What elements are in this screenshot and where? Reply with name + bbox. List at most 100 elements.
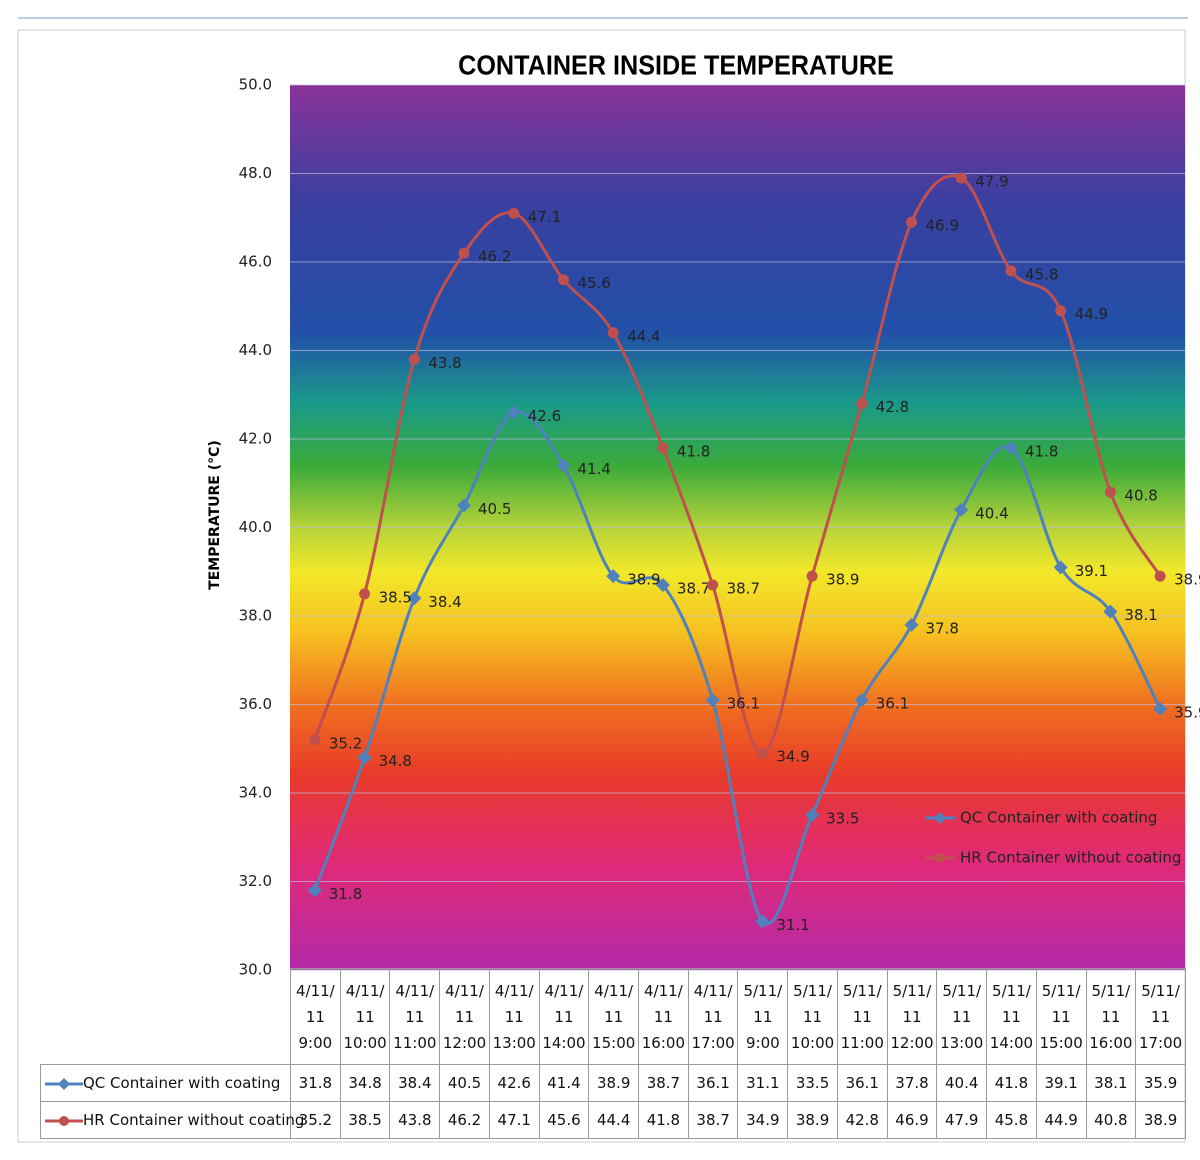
table-value: 36.1 <box>687 1064 739 1102</box>
data-label: 47.1 <box>528 208 561 226</box>
point <box>1104 486 1116 498</box>
category-label: 4/11/ 11 14:00 <box>538 968 590 1065</box>
category-label: 4/11/ 11 13:00 <box>488 968 540 1065</box>
data-label: 34.8 <box>379 752 412 770</box>
point <box>1003 440 1018 455</box>
data-label: 38.9 <box>1174 571 1200 589</box>
data-label: 41.8 <box>1025 442 1058 460</box>
point <box>805 808 820 823</box>
data-label: 40.8 <box>1124 487 1157 505</box>
point <box>458 247 470 259</box>
point <box>1154 570 1166 582</box>
data-label: 38.1 <box>1124 606 1157 624</box>
point <box>508 207 520 219</box>
data-label: 37.8 <box>926 619 959 637</box>
table-value: 35.2 <box>290 1101 341 1139</box>
point <box>1053 560 1068 575</box>
data-label: 47.9 <box>975 172 1008 190</box>
table-legend-key <box>45 1077 83 1090</box>
table-value: 40.5 <box>439 1064 490 1102</box>
category-label: 4/11/ 11 16:00 <box>638 968 689 1065</box>
table-value: 42.6 <box>488 1064 540 1102</box>
data-label: 38.7 <box>677 580 710 598</box>
table-value: 43.8 <box>389 1101 441 1139</box>
data-label: 44.9 <box>1075 305 1108 323</box>
data-label: 35.2 <box>329 734 362 752</box>
data-label: 36.1 <box>727 695 760 713</box>
category-label: 5/11/ 11 12:00 <box>886 968 938 1065</box>
point <box>1055 305 1067 317</box>
table-row: 4/11/ 11 9:00 4/11/ 11 10:00 4/11/ 11 11:0… <box>40 968 1186 1065</box>
table-value: 34.9 <box>737 1101 789 1139</box>
point <box>856 398 868 410</box>
y-tick-label: 50.0 <box>239 76 272 94</box>
table-value: 31.1 <box>737 1064 789 1102</box>
data-label: 31.1 <box>776 916 809 934</box>
table-series-name: HR Container without coating <box>83 1111 305 1129</box>
data-label: 41.8 <box>677 442 710 460</box>
category-label: 5/11/ 11 17:00 <box>1135 968 1186 1065</box>
category-label: 5/11/ 11 9:00 <box>737 968 789 1065</box>
point <box>307 883 322 898</box>
table-value: 38.5 <box>339 1101 391 1139</box>
point <box>606 569 621 584</box>
point <box>906 216 918 228</box>
point <box>955 172 967 184</box>
point <box>655 578 670 593</box>
point <box>1153 701 1168 716</box>
category-label: 4/11/ 11 10:00 <box>339 968 391 1065</box>
data-label: 40.4 <box>975 504 1008 522</box>
table-value: 41.8 <box>986 1064 1037 1102</box>
category-label: 5/11/ 11 14:00 <box>986 968 1037 1065</box>
data-label: 38.7 <box>727 580 760 598</box>
legend: QC Container with coating HR Container wi… <box>925 809 1181 867</box>
y-tick-label: 46.0 <box>239 253 272 271</box>
category-label: 4/11/ 11 15:00 <box>588 968 640 1065</box>
data-label: 35.9 <box>1174 703 1200 721</box>
table-value: 40.4 <box>936 1064 988 1102</box>
y-tick-label: 34.0 <box>239 784 272 802</box>
category-label: 5/11/ 11 13:00 <box>936 968 988 1065</box>
legend-label: HR Container without coating <box>960 849 1181 867</box>
table-series-cell: QC Container with coating <box>40 1064 291 1102</box>
chart-title: CONTAINER INSIDE TEMPERATURE <box>458 49 894 81</box>
point <box>756 747 768 759</box>
data-label: 40.5 <box>478 500 511 518</box>
point <box>806 570 818 582</box>
table-legend-key <box>45 1115 83 1126</box>
y-tick-label: 40.0 <box>239 518 272 536</box>
legend-label: QC Container with coating <box>960 809 1157 827</box>
point <box>904 617 919 632</box>
point <box>557 274 569 286</box>
table-value: 37.8 <box>886 1064 938 1102</box>
table-value: 45.6 <box>538 1101 590 1139</box>
point <box>954 502 969 517</box>
data-label: 45.8 <box>1025 265 1058 283</box>
point <box>407 591 422 606</box>
table-value: 38.9 <box>1135 1101 1186 1139</box>
y-tick-label: 32.0 <box>239 872 272 890</box>
table-value: 38.1 <box>1085 1064 1137 1102</box>
data-label: 34.9 <box>776 748 809 766</box>
table-value: 36.1 <box>836 1064 888 1102</box>
table-series-name: QC Container with coating <box>83 1074 281 1092</box>
data-label: 39.1 <box>1075 562 1108 580</box>
category-label: 5/11/ 11 16:00 <box>1085 968 1137 1065</box>
table-value: 33.5 <box>787 1064 838 1102</box>
table-value: 47.1 <box>488 1101 540 1139</box>
point <box>1005 265 1017 277</box>
table-value: 35.9 <box>1135 1064 1186 1102</box>
table-value: 38.7 <box>638 1064 689 1102</box>
point <box>359 588 371 600</box>
y-tick-label: 44.0 <box>239 341 272 359</box>
point <box>755 914 770 929</box>
table-value: 38.9 <box>588 1064 640 1102</box>
table-cell <box>40 968 291 1065</box>
point <box>357 750 372 765</box>
table-value: 34.8 <box>339 1064 391 1102</box>
data-label: 44.4 <box>627 327 660 345</box>
point <box>556 458 571 473</box>
data-label: 38.9 <box>826 571 859 589</box>
